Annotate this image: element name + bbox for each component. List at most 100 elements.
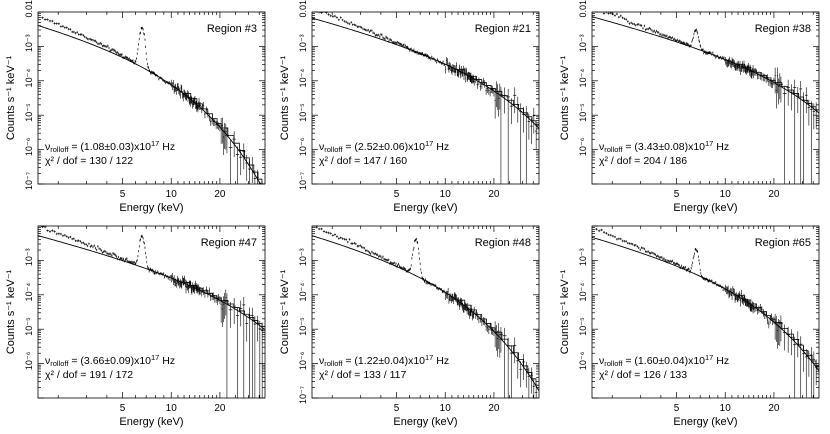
x-tick-label: 10 <box>166 403 178 414</box>
annotation-nu-subscript: rolloff <box>50 359 69 368</box>
y-axis-label: Counts s⁻¹ keV⁻¹ <box>559 55 571 140</box>
annotation-nu-exp: 17 <box>151 353 159 362</box>
annotation-nu-exp: 17 <box>151 139 159 148</box>
y-tick-label: 10⁻⁵ <box>24 317 34 336</box>
plot-area <box>38 226 265 398</box>
x-axis-label: Energy (keV) <box>393 202 457 214</box>
y-tick-label: 10⁻⁶ <box>24 137 34 156</box>
y-tick-label: 10⁻³ <box>24 248 34 266</box>
panel-title: Region #38 <box>755 23 811 35</box>
annotation-nu-unit: Hz <box>713 141 729 153</box>
annotation-nu-value: = (1.60±0.04)x10 <box>622 355 705 367</box>
plot-frame <box>311 11 540 185</box>
annotation-nu-unit: Hz <box>433 355 449 367</box>
annotation-nu-unit: Hz <box>159 141 175 153</box>
y-tick-label: 10⁻³ <box>298 34 308 52</box>
model-curve <box>312 235 539 392</box>
x-axis-label: Energy (keV) <box>119 416 183 428</box>
panel-title: Region #21 <box>475 23 531 35</box>
annotation-nu-symbol: ν <box>45 141 50 153</box>
x-axis-label: Energy (keV) <box>673 202 737 214</box>
annotation-nu-exp: 17 <box>425 139 433 148</box>
x-tick-label: 20 <box>488 403 500 414</box>
plot-frame <box>37 225 266 399</box>
y-tick-label: 10⁻⁴ <box>298 69 308 88</box>
y-tick-label: 10⁻³ <box>24 34 34 52</box>
annotation-nu-subscript: rolloff <box>604 145 623 154</box>
x-tick-label: 20 <box>768 403 780 414</box>
plot-frame <box>37 11 266 185</box>
annotation-rolloff: νrolloff = (1.60±0.04)x1017 Hz <box>599 353 729 368</box>
model-histogram <box>184 93 265 184</box>
annotation-nu-exp: 17 <box>705 353 713 362</box>
annotation-nu-symbol: ν <box>599 141 604 153</box>
y-tick-label: 10⁻⁶ <box>298 137 308 156</box>
annotation-nu-value: = (1.08±0.03)x10 <box>68 141 151 153</box>
x-axis-label: Energy (keV) <box>673 416 737 428</box>
annotation-rolloff: νrolloff = (3.66±0.09)x1017 Hz <box>45 353 175 368</box>
panel-title: Region #65 <box>755 237 811 249</box>
annotation-nu-symbol: ν <box>45 355 50 367</box>
annotation-rolloff: νrolloff = (1.08±0.03)x1017 Hz <box>45 139 175 154</box>
annotation-nu-symbol: ν <box>599 355 604 367</box>
y-tick-label: 0.01 <box>298 0 308 18</box>
annotation-chi: χ² / dof = 147 / 160 <box>319 155 407 167</box>
x-tick-label: 10 <box>720 403 732 414</box>
plot-area <box>312 226 539 398</box>
panel-title: Region #47 <box>201 237 257 249</box>
plot-area <box>592 227 819 398</box>
annotation-chi: χ² / dof = 133 / 117 <box>319 369 406 381</box>
y-axis-label: Counts s⁻¹ keV⁻¹ <box>279 269 291 354</box>
y-tick-label: 10⁻⁵ <box>298 317 308 336</box>
y-tick-label: 10⁻⁷ <box>24 172 34 190</box>
x-tick-label: 5 <box>674 189 680 200</box>
y-tick-label: 10⁻⁴ <box>24 283 34 302</box>
x-tick-label: 10 <box>440 189 452 200</box>
y-axis-label: Counts s⁻¹ keV⁻¹ <box>559 269 571 354</box>
annotation-nu-subscript: rolloff <box>50 145 69 154</box>
y-tick-label: 10⁻³ <box>298 248 308 266</box>
plot-area <box>38 16 265 184</box>
panel-2: 5 10 20 10⁻⁷ 10⁻⁶ 10⁻⁵ 10⁻⁴ 10⁻³ 0.01 Energy (keV… <box>279 0 540 214</box>
x-tick-label: 5 <box>394 403 400 414</box>
x-tick-label: 20 <box>488 189 500 200</box>
x-tick-label: 10 <box>720 189 732 200</box>
annotation-nu-value: = (3.43±0.08)x10 <box>622 141 705 153</box>
y-axis-label: Counts s⁻¹ keV⁻¹ <box>5 55 17 140</box>
annotation-nu-exp: 17 <box>425 353 433 362</box>
annotation-nu-subscript: rolloff <box>324 359 343 368</box>
y-tick-label: 10⁻⁷ <box>298 172 308 190</box>
model-curve <box>592 236 819 372</box>
annotation-nu-symbol: ν <box>319 141 324 153</box>
y-tick-label: 10⁻⁶ <box>24 351 34 370</box>
annotation-chi: χ² / dof = 191 / 172 <box>45 369 133 381</box>
annotation-nu-value: = (1.22±0.04)x10 <box>342 355 425 367</box>
annotation-nu-value: = (3.66±0.09)x10 <box>68 355 151 367</box>
panel-1: 5 10 20 10⁻⁷ 10⁻⁶ 10⁻⁵ 10⁻⁴ 10⁻³ 0.01 Energy (keV… <box>5 0 266 214</box>
panel-5: 5 10 20 10⁻⁷ 10⁻⁶ 10⁻⁵ 10⁻⁴ 10⁻³ Energy (keV) Cou… <box>279 225 540 428</box>
annotation-nu-unit: Hz <box>433 141 449 153</box>
annotation-chi: χ² / dof = 126 / 133 <box>599 369 687 381</box>
model-histogram <box>458 69 539 126</box>
y-tick-label: 0.01 <box>24 0 34 18</box>
x-tick-label: 5 <box>394 189 400 200</box>
annotation-nu-subscript: rolloff <box>324 145 343 154</box>
model-histogram <box>184 282 265 327</box>
x-tick-label: 20 <box>214 189 226 200</box>
annotation-rolloff: νrolloff = (1.22±0.04)x1017 Hz <box>319 353 449 368</box>
y-tick-label: 10⁻⁵ <box>24 103 34 122</box>
panel-4: 5 10 20 10⁻⁶ 10⁻⁵ 10⁻⁴ 10⁻³ Energy (keV) Counts … <box>5 225 266 428</box>
y-tick-label: 10⁻⁶ <box>578 351 588 370</box>
y-tick-label: 10⁻⁵ <box>298 103 308 122</box>
model-histogram <box>458 299 539 386</box>
panel-title: Region #48 <box>475 237 531 249</box>
annotation-nu-symbol: ν <box>319 355 324 367</box>
x-tick-label: 20 <box>768 189 780 200</box>
y-tick-label: 10⁻⁴ <box>298 283 308 302</box>
y-tick-label: 0.01 <box>578 0 588 18</box>
annotation-nu-unit: Hz <box>159 355 175 367</box>
plot-area <box>312 12 539 184</box>
y-tick-label: 10⁻⁵ <box>578 103 588 122</box>
